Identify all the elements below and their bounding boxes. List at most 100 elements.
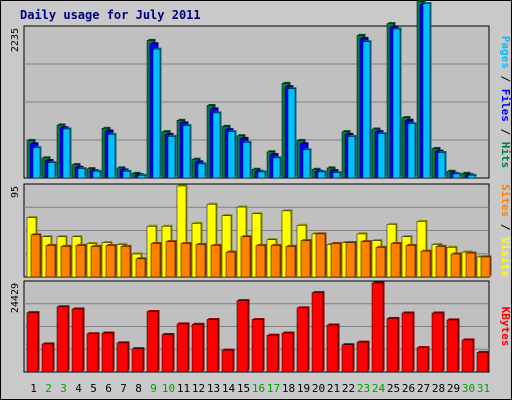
bar-sites: [180, 243, 191, 278]
bar-kbytes: [266, 334, 279, 373]
bar-kbytes: [71, 308, 84, 373]
bar-sites: [30, 234, 41, 278]
x-tick-label: 10: [162, 382, 175, 395]
x-tick-label: 20: [312, 382, 325, 395]
bar-kbytes: [281, 332, 294, 373]
bar-kbytes: [341, 344, 354, 373]
side-label-hits: Hits: [499, 142, 512, 169]
side-label-separator: /: [499, 69, 512, 89]
bar-pages: [107, 134, 116, 179]
x-tick-label: 12: [192, 382, 205, 395]
x-tick-label: 11: [177, 382, 190, 395]
bar-kbytes: [146, 311, 159, 373]
bar-pages: [392, 28, 401, 179]
bar-pages: [77, 168, 86, 179]
bar-sites: [255, 245, 266, 278]
bar-sites: [120, 246, 131, 278]
y-max-label: 2235: [10, 28, 21, 52]
bar-pages: [167, 136, 176, 179]
bar-kbytes: [371, 282, 384, 373]
bar-sites: [360, 241, 371, 278]
x-tick-label: 15: [237, 382, 250, 395]
side-label-pages: Pages: [499, 36, 512, 69]
series-sites: [30, 232, 492, 278]
bar-pages: [467, 175, 476, 179]
bar-pages: [197, 163, 206, 179]
bar-pages: [302, 149, 311, 179]
bar-pages: [437, 152, 446, 179]
bar-kbytes: [431, 312, 444, 373]
bar-sites: [285, 246, 296, 278]
bar-kbytes: [221, 349, 234, 373]
bar-kbytes: [296, 307, 309, 373]
x-tick-label: 1: [30, 382, 37, 395]
x-tick-label: 14: [222, 382, 236, 395]
x-tick-label: 18: [282, 382, 295, 395]
bar-sites: [150, 243, 161, 278]
bar-pages: [212, 112, 221, 179]
bar-pages: [317, 171, 326, 179]
side-label: Sites / Visits: [499, 184, 512, 277]
bar-sites: [45, 245, 56, 278]
bar-pages: [182, 125, 191, 179]
x-tick-label: 19: [297, 382, 310, 395]
bar-sites: [450, 253, 461, 278]
y-max-label: 24429: [10, 283, 21, 313]
bar-pages: [332, 172, 341, 179]
bar-sites: [210, 245, 221, 278]
bar-kbytes: [311, 292, 324, 373]
x-tick-label: 29: [447, 382, 460, 395]
bar-pages: [92, 171, 101, 179]
bar-sites: [375, 247, 386, 278]
bar-sites: [135, 258, 146, 278]
bar-kbytes: [401, 312, 414, 373]
bar-kbytes: [101, 332, 114, 373]
series-pages: [32, 2, 477, 179]
x-tick-label: 22: [342, 382, 355, 395]
bar-sites: [90, 246, 101, 278]
x-tick-label: 26: [402, 382, 415, 395]
x-tick-label: 5: [90, 382, 97, 395]
bar-kbytes: [446, 319, 459, 373]
bar-pages: [137, 175, 146, 179]
bar-pages: [227, 131, 236, 179]
bar-pages: [422, 3, 431, 179]
bar-pages: [32, 147, 41, 179]
bar-pages: [242, 142, 251, 179]
x-tick-label: 13: [207, 382, 220, 395]
x-axis-labels: 1 2 3 4 5 6 7 8 9 10 11 12 13 14 15 16 17 18 19 20 21 22 23 24 2…: [30, 382, 490, 395]
panel-hits-files: 2235 Pages / Files / Hits: [10, 0, 512, 179]
bar-sites: [330, 243, 341, 278]
x-tick-label: 8: [135, 382, 142, 395]
side-label-files: Files: [499, 89, 512, 122]
bar-pages: [62, 128, 71, 179]
bar-sites: [225, 251, 236, 278]
bar-kbytes: [416, 347, 429, 373]
bar-kbytes: [116, 342, 129, 373]
bar-pages: [257, 171, 266, 179]
bar-sites: [345, 242, 356, 278]
bar-sites: [420, 250, 431, 278]
side-label-separator: /: [499, 217, 512, 237]
bar-sites: [390, 243, 401, 278]
bar-sites: [315, 233, 326, 278]
bar-kbytes: [131, 348, 144, 373]
bar-sites: [270, 245, 281, 278]
bar-sites: [300, 240, 311, 278]
bar-kbytes: [161, 334, 174, 373]
x-tick-label: 7: [120, 382, 127, 395]
x-tick-label: 25: [387, 382, 400, 395]
bar-pages: [377, 133, 386, 179]
panel-visits-sites: 95 Sites / Visits: [10, 183, 512, 278]
bar-sites: [465, 252, 476, 278]
bar-sites: [195, 244, 206, 278]
side-label: Pages / Files / Hits: [499, 36, 512, 169]
bar-kbytes: [356, 341, 369, 373]
bar-pages: [347, 136, 356, 179]
side-label-visits: Visits: [499, 237, 512, 277]
bar-kbytes: [236, 300, 249, 373]
bar-pages: [362, 41, 371, 179]
bar-kbytes: [86, 333, 99, 373]
x-tick-label: 31: [477, 382, 490, 395]
